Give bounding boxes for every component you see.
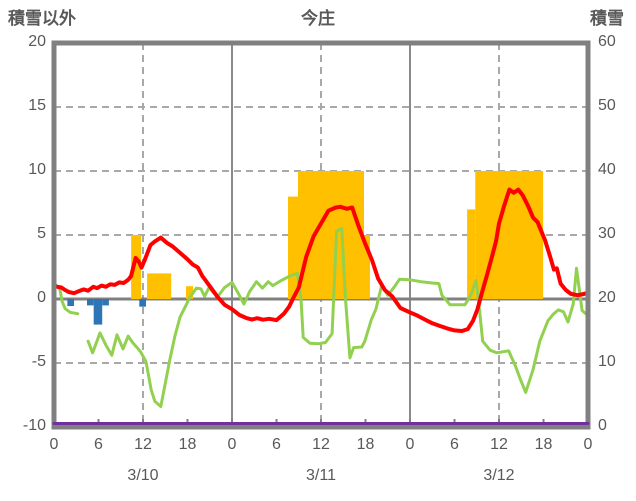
hour-tick-label: 6 (450, 436, 459, 453)
blue-precip-bars (93, 299, 103, 325)
orange-sunshine-bars (147, 273, 172, 299)
right-axis-tick-label: 30 (598, 225, 616, 242)
blue-precip-bars (139, 299, 146, 307)
hour-tick-label: 12 (312, 436, 330, 453)
chart-title: 今庄 (301, 9, 335, 28)
right-axis-tick-label: 0 (598, 417, 607, 434)
red-temperature-line (52, 187, 590, 333)
orange-sunshine-bars (131, 235, 142, 299)
right-axis-tick-label: 20 (598, 289, 616, 306)
hour-tick-label: 0 (49, 436, 59, 453)
blue-precip-bars (102, 299, 109, 306)
day-label: 3/10 (127, 467, 159, 484)
hour-tick-label: 12 (134, 436, 152, 453)
orange-sunshine-bars (186, 286, 194, 299)
orange-sunshine-bars (364, 235, 370, 299)
right-axis-tick-label: 60 (598, 33, 616, 50)
hour-tick-label: 0 (227, 436, 237, 453)
blue-precip-bars (67, 299, 75, 307)
green-line (86, 227, 590, 408)
left-axis-tick-label: 5 (37, 225, 46, 242)
plot-border (51, 40, 591, 430)
orange-sunshine-bars (467, 209, 476, 299)
day-label: 3/12 (483, 467, 515, 484)
right-axis-title: 積雪 (590, 9, 624, 28)
left-axis-title: 積雪以外 (8, 9, 76, 28)
orange-sunshine-bars (298, 171, 365, 299)
orange-sunshine-bars (287, 196, 299, 299)
right-axis-tick-label: 40 (598, 161, 616, 178)
left-axis-tick-label: 0 (37, 289, 46, 306)
hour-tick-label: 0 (405, 436, 415, 453)
left-axis-tick-label: 15 (28, 97, 46, 114)
left-axis-tick-label: 20 (28, 33, 46, 50)
hour-tick-label: 18 (534, 436, 553, 453)
left-axis-tick-label: 10 (28, 161, 46, 178)
hour-tick-label: 18 (178, 436, 197, 453)
hour-tick-label: 12 (490, 436, 508, 453)
left-axis-tick-label: -5 (31, 353, 46, 370)
hour-tick-label: 18 (356, 436, 375, 453)
left-axis-tick-label: -10 (22, 417, 46, 434)
hour-tick-label: 6 (272, 436, 281, 453)
right-axis-tick-label: 10 (598, 353, 616, 370)
right-axis-tick-label: 50 (598, 97, 616, 114)
hour-tick-label: 6 (94, 436, 103, 453)
blue-precip-bars (87, 299, 94, 306)
hour-tick-label: 0 (583, 436, 593, 453)
day-label: 3/11 (306, 467, 336, 484)
